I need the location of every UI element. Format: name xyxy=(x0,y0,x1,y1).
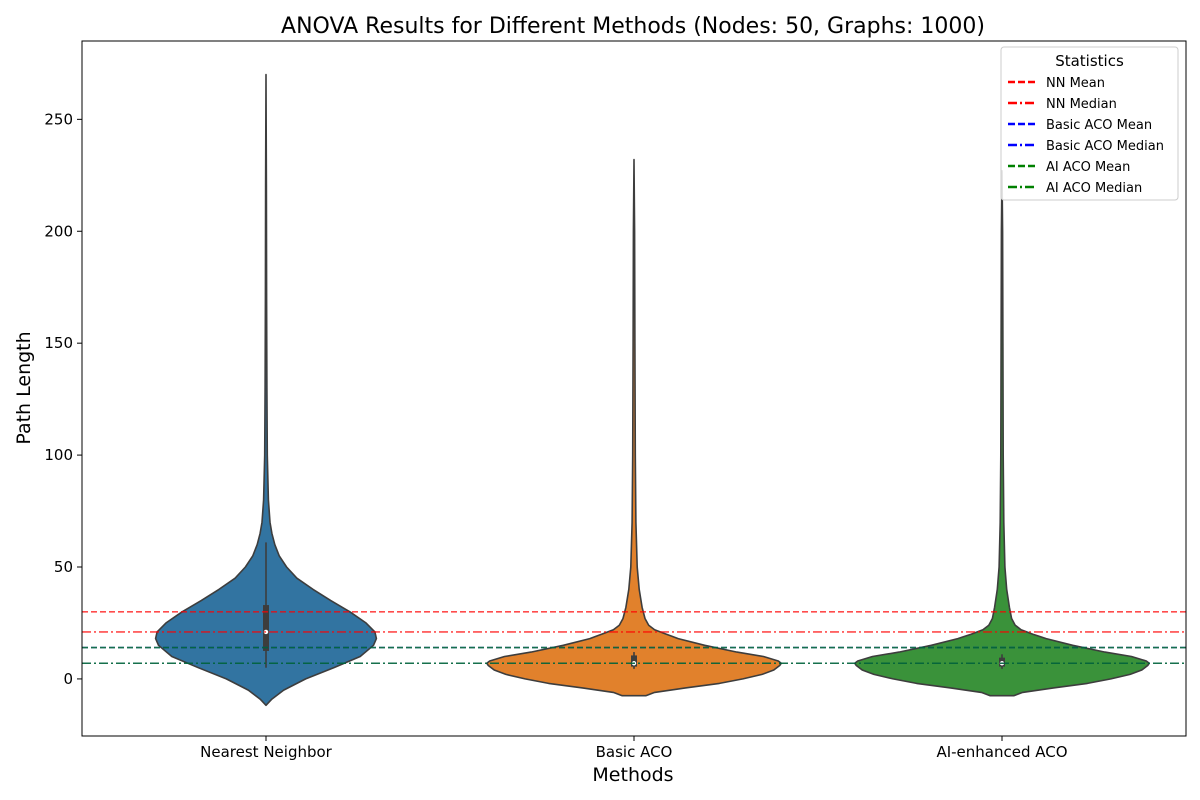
y-tick-label: 200 xyxy=(44,222,73,240)
plot-area xyxy=(82,73,1186,707)
violin-iqr-box xyxy=(631,655,637,667)
legend-entry-label: AI ACO Mean xyxy=(1046,160,1130,175)
y-tick-label: 100 xyxy=(44,446,73,464)
y-tick-label: 250 xyxy=(44,110,73,128)
x-axis-label: Methods xyxy=(592,764,673,786)
y-axis-label: Path Length xyxy=(13,331,35,444)
violin-iqr-box xyxy=(263,605,269,651)
y-axis: 0 50 100 150 200 250 xyxy=(44,110,82,688)
legend-entry-label: NN Mean xyxy=(1046,76,1105,91)
x-tick-label: Basic ACO xyxy=(596,743,673,761)
legend-entry-label: AI ACO Median xyxy=(1046,181,1142,196)
legend-title: Statistics xyxy=(1055,52,1124,70)
legend-entry-label: Basic ACO Median xyxy=(1046,139,1164,154)
violin-body xyxy=(486,158,782,697)
violin-body xyxy=(854,170,1150,697)
legend-entry-label: NN Median xyxy=(1046,97,1117,112)
y-tick-label: 50 xyxy=(54,558,73,576)
y-tick-label: 0 xyxy=(63,670,73,688)
x-tick-label: Nearest Neighbor xyxy=(200,743,333,761)
legend-entry-label: Basic ACO Mean xyxy=(1046,118,1152,133)
chart-title: ANOVA Results for Different Methods (Nod… xyxy=(281,14,985,39)
legend: Statistics NN Mean NN Median Basic ACO Mean… xyxy=(1000,46,1179,201)
y-tick-label: 150 xyxy=(44,334,73,352)
legend-box xyxy=(1000,46,1179,201)
x-tick-label: AI-enhanced ACO xyxy=(936,743,1067,761)
x-axis: Nearest Neighbor Basic ACO AI-enhanced ACO xyxy=(200,736,1068,761)
